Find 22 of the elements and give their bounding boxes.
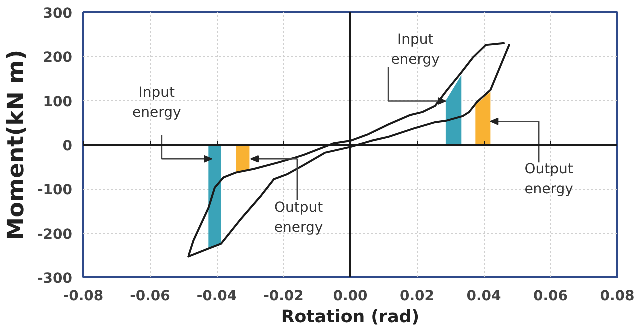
- y-tick-label: -300: [37, 271, 73, 287]
- x-tick-label: 0.06: [533, 288, 568, 304]
- x-tick-label: -0.02: [264, 288, 304, 304]
- annotation: Input energy: [132, 85, 182, 122]
- annotation: Output energy: [524, 161, 574, 198]
- y-tick-label: -200: [37, 226, 73, 243]
- y-tick-label: 0: [62, 138, 73, 154]
- y-tick-label: 200: [43, 50, 73, 66]
- x-axis-title: Rotation (rad): [281, 308, 420, 328]
- x-tick-label: -0.08: [63, 288, 104, 304]
- x-tick-label: 0.04: [466, 288, 502, 304]
- y-tick-label: 100: [43, 94, 73, 110]
- y-tick-label: -100: [37, 182, 73, 199]
- x-tick-label: -0.04: [196, 288, 238, 304]
- annotation: Input energy: [391, 32, 440, 68]
- y-axis-title: Moment(kN m): [3, 50, 30, 240]
- x-tick-label: -0.06: [130, 288, 170, 304]
- x-tick-label: 0.02: [400, 288, 435, 304]
- y-tick-label: 300: [43, 6, 73, 22]
- x-tick-label: 0.00: [333, 288, 368, 304]
- annotation: Output energy: [274, 200, 324, 236]
- x-tick-label: 0.08: [600, 288, 635, 304]
